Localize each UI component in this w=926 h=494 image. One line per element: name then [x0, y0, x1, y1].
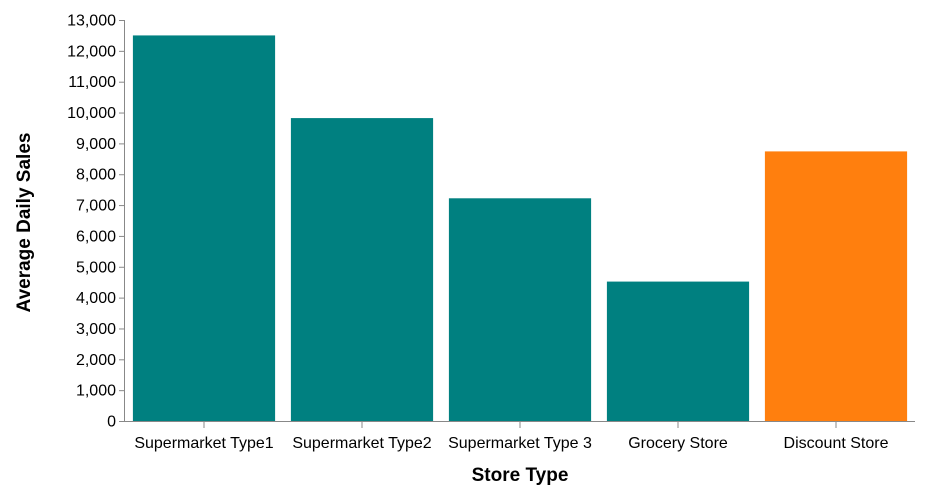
y-tick-label: 11,000	[68, 74, 116, 91]
x-tick-label: Supermarket Type1	[134, 435, 273, 452]
x-ticks: Supermarket Type1 Supermarket Type2 Superm…	[134, 422, 889, 452]
y-tick-label: 13,000	[67, 13, 116, 30]
axes-layer	[124, 20, 915, 422]
y-tick-label: 7,000	[76, 198, 116, 215]
y-tick-label: 9,000	[76, 136, 116, 153]
bar-0	[132, 35, 276, 422]
x-tick-label: Discount Store	[784, 435, 889, 452]
bar-1	[290, 118, 434, 421]
bar-4	[764, 151, 908, 421]
x-tick-label: Supermarket Type2	[292, 435, 431, 452]
y-tick-label: 1,000	[76, 383, 116, 400]
y-tick-label: 10,000	[67, 105, 116, 122]
bar-3	[606, 281, 750, 421]
y-ticks: 0 1,000 2,000 3,000 4,000 5,000 6,000 7,000 8,00…	[67, 13, 125, 431]
bars-layer	[132, 35, 908, 422]
bar-2	[448, 198, 592, 421]
x-tick-label: Grocery Store	[628, 435, 728, 452]
x-axis-title: Store Type	[472, 465, 569, 486]
x-tick-label: Supermarket Type 3	[448, 435, 592, 452]
y-tick-label: 4,000	[76, 290, 116, 307]
y-tick-label: 8,000	[76, 167, 116, 184]
y-tick-label: 5,000	[76, 259, 116, 276]
y-axis-title: Average Daily Sales	[14, 133, 35, 313]
y-tick-label: 6,000	[76, 228, 116, 245]
y-tick-label: 2,000	[76, 352, 116, 369]
y-tick-label: 0	[107, 414, 116, 431]
y-tick-label: 12,000	[67, 43, 116, 60]
y-tick-label: 3,000	[76, 321, 116, 338]
